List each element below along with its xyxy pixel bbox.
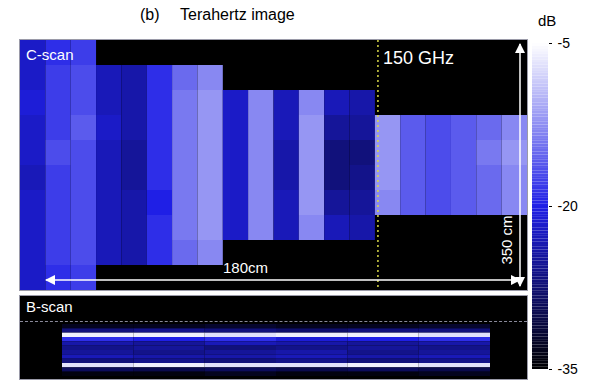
- svg-text:-35: -35: [558, 361, 578, 377]
- html-text:350 cm: 350 cm: [497, 215, 515, 265]
- html-text:B-scan: B-scan: [26, 298, 73, 315]
- html-text:Terahertz image: Terahertz image: [180, 6, 295, 23]
- html-text:(b): (b): [140, 6, 160, 23]
- svg-text:-20: -20: [558, 198, 578, 214]
- html-text:C-scan: C-scan: [26, 46, 74, 63]
- html-text:180cm: 180cm: [223, 259, 268, 276]
- html-text:dB: dB: [538, 12, 557, 29]
- html-text:150 GHz: 150 GHz: [383, 48, 454, 68]
- svg-text:-5: -5: [558, 35, 571, 51]
